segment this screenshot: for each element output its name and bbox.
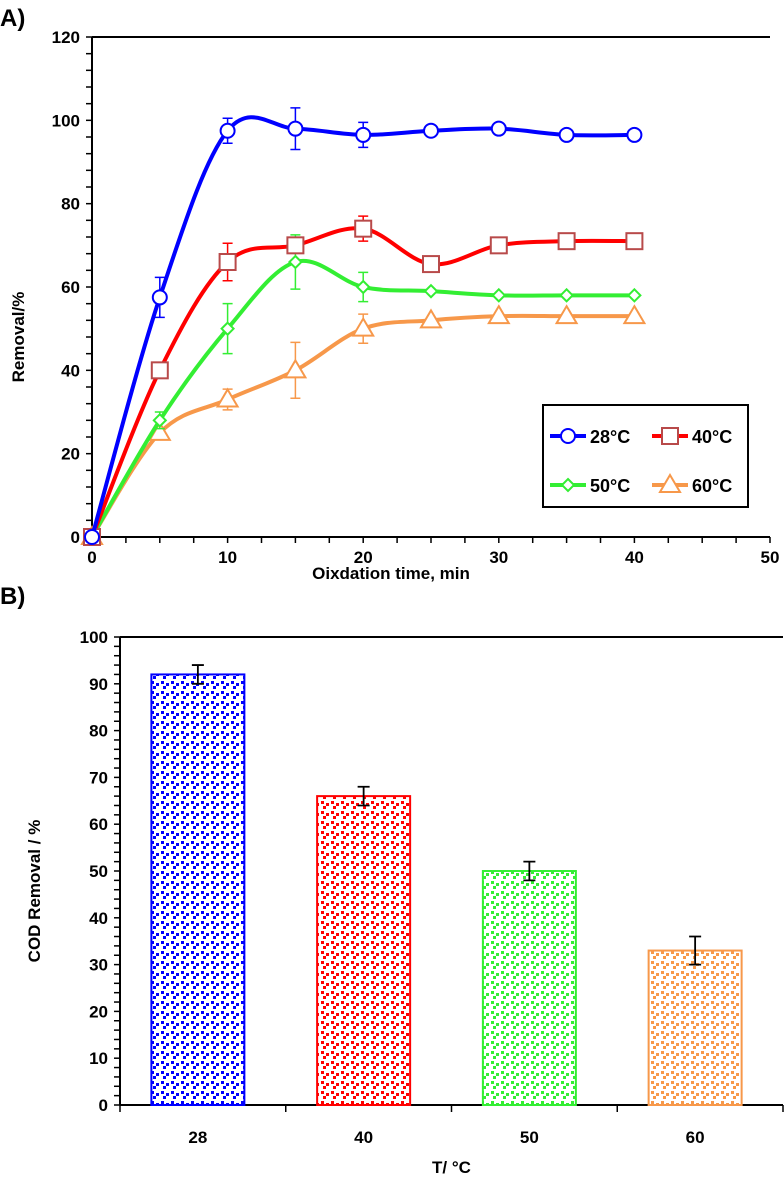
triangle-marker — [487, 304, 511, 325]
triangle-marker — [283, 358, 308, 379]
y-tick-label: 80 — [89, 722, 108, 741]
x-axis-title: Oixdation time, min — [312, 564, 470, 583]
square-marker — [489, 236, 508, 255]
series-60c — [80, 304, 647, 545]
diamond-marker — [626, 287, 642, 303]
diamond-marker — [152, 412, 168, 428]
diamond-marker — [220, 321, 236, 337]
y-axis-title: COD Removal / % — [25, 820, 44, 963]
square-marker — [354, 219, 373, 238]
triangle-marker — [658, 473, 682, 493]
triangle-marker — [554, 304, 579, 325]
x-tick-label: 50 — [761, 548, 780, 567]
panel-label: A) — [0, 5, 25, 32]
circle-marker — [423, 122, 439, 139]
y-tick-label: 70 — [89, 768, 108, 787]
x-tick-label: 40 — [354, 1128, 373, 1147]
circle-marker — [626, 126, 643, 143]
x-tick-label: 0 — [87, 548, 96, 567]
y-tick-label: 90 — [89, 675, 108, 694]
triangle-marker — [419, 308, 443, 329]
panel-label: B) — [0, 583, 25, 610]
diamond-marker — [287, 254, 303, 270]
x-tick-label: 20 — [354, 548, 373, 567]
x-axis-title: T/ °C — [432, 1158, 471, 1177]
error-bar — [191, 664, 204, 685]
panel-a-line-chart: A) 0 20 40 60 80 100 120 0 10 20 30 40 50 Oixdation ti… — [0, 5, 779, 583]
bar-50 — [481, 870, 577, 1106]
y-tick-label: 0 — [71, 528, 80, 547]
legend: 28°C 40°C 50°C 60°C — [542, 404, 749, 508]
circle-marker — [84, 529, 100, 545]
bar-40 — [316, 795, 412, 1106]
square-marker — [661, 427, 679, 445]
triangle-marker — [622, 304, 647, 325]
y-tick-label: 40 — [89, 909, 108, 928]
y-tick-label: 30 — [89, 956, 108, 975]
y-tick-label: 100 — [80, 628, 108, 647]
diamond-marker — [355, 279, 371, 295]
legend-label: 60°C — [692, 476, 732, 496]
circle-marker — [287, 120, 304, 137]
x-tick-label: 30 — [489, 548, 508, 567]
square-marker — [557, 232, 576, 251]
bar-60 — [647, 949, 743, 1106]
circle-marker — [355, 126, 372, 143]
y-tick-label: 0 — [99, 1096, 108, 1115]
error-bar — [689, 935, 702, 966]
x-tick-label: 10 — [218, 548, 237, 567]
panel-b-bar-chart: B) 0 10 20 30 40 50 60 70 80 90 100 T/ °C COD Removal… — [0, 583, 784, 1177]
circle-marker — [151, 289, 168, 306]
y-tick-label: 10 — [89, 1049, 108, 1068]
square-marker — [625, 232, 644, 251]
y-tick-label: 80 — [61, 195, 80, 214]
legend-label: 40°C — [692, 427, 732, 447]
y-tick-label: 100 — [52, 111, 80, 130]
diamond-marker — [423, 283, 439, 299]
series-line — [90, 258, 635, 539]
x-tick-label: 60 — [686, 1128, 705, 1147]
square-marker — [422, 255, 440, 274]
x-tick-label: 40 — [625, 548, 644, 567]
y-tick-label: 50 — [89, 862, 108, 881]
x-tick-label: 50 — [520, 1128, 539, 1147]
diamond-marker — [491, 287, 507, 303]
y-tick-label: 60 — [61, 278, 80, 297]
y-tick-label: 20 — [89, 1002, 108, 1021]
error-bar — [357, 785, 370, 807]
y-tick-label: 60 — [89, 815, 108, 834]
legend-label: 50°C — [590, 476, 630, 496]
square-marker — [286, 236, 305, 255]
x-tick-label: 28 — [188, 1128, 207, 1147]
square-marker — [150, 361, 169, 380]
square-marker — [218, 253, 237, 271]
circle-marker — [219, 122, 236, 139]
circle-marker — [560, 428, 576, 444]
legend-box — [542, 404, 749, 508]
triangle-marker — [351, 316, 375, 337]
triangle-marker — [215, 387, 240, 408]
series-28c — [84, 107, 643, 545]
bar-28 — [150, 673, 246, 1106]
y-tick-label: 20 — [61, 445, 80, 464]
y-axis-title: Removal/% — [9, 292, 28, 383]
circle-marker — [558, 126, 575, 143]
diamond-marker — [559, 287, 575, 303]
legend-label: 28°C — [590, 427, 630, 447]
circle-marker — [490, 120, 507, 137]
diamond-marker — [560, 477, 576, 493]
y-tick-label: 40 — [61, 361, 80, 380]
y-tick-label: 120 — [52, 28, 80, 47]
error-bar — [523, 860, 536, 882]
